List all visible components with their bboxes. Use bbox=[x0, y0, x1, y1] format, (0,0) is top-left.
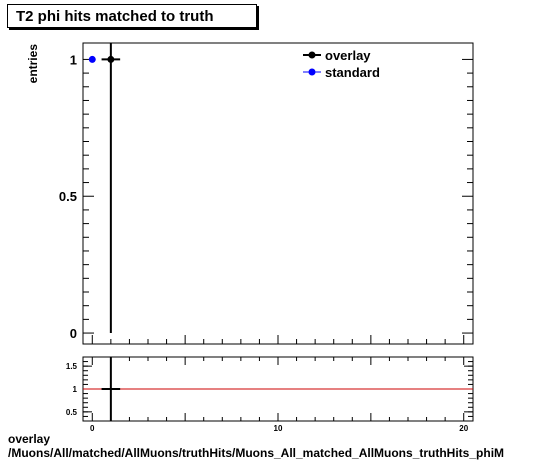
ratio-x-tick-label: 20 bbox=[459, 424, 468, 433]
chart-title: T2 phi hits matched to truth bbox=[16, 8, 214, 25]
y-tick-label: 1 bbox=[70, 52, 77, 67]
y-axis-label: entries bbox=[26, 44, 40, 84]
legend-label-standard: standard bbox=[325, 65, 380, 80]
ratio-x-tick-label: 0 bbox=[90, 424, 95, 433]
y-tick-label: 0 bbox=[70, 326, 77, 341]
main-plot-frame bbox=[82, 42, 474, 345]
series-overlay-point bbox=[107, 55, 115, 63]
series-standard-point bbox=[88, 55, 96, 63]
title-box: T2 phi hits matched to truth bbox=[7, 4, 257, 28]
y-tick-label: 0.5 bbox=[59, 189, 77, 204]
legend-marker-overlay bbox=[308, 51, 316, 59]
legend-label-overlay: overlay bbox=[325, 48, 371, 63]
footer-line-2: /Muons/All/matched/AllMuons/truthHits/Mu… bbox=[8, 446, 505, 460]
ratio-x-tick-label: 10 bbox=[274, 424, 283, 433]
ratio-y-tick-label: 1.5 bbox=[66, 362, 78, 371]
ratio-y-tick-label: 1 bbox=[73, 385, 78, 394]
legend-marker-standard bbox=[308, 68, 316, 76]
footer-line-1: overlay bbox=[8, 432, 51, 446]
ratio-y-tick-label: 0.5 bbox=[66, 408, 78, 417]
